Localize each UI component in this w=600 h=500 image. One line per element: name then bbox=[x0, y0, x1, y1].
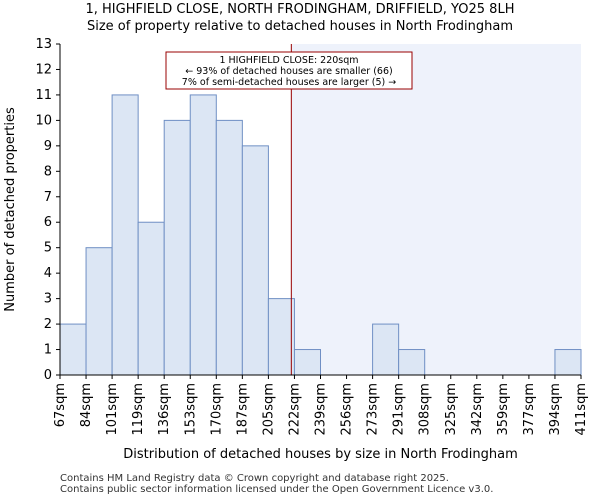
y-tick-label: 11 bbox=[35, 88, 52, 103]
x-tick-label: 67sqm bbox=[53, 383, 68, 427]
y-tick-label: 1 bbox=[44, 343, 52, 358]
x-tick-label: 325sqm bbox=[444, 383, 459, 436]
y-tick-label: 6 bbox=[44, 215, 52, 230]
y-tick-label: 13 bbox=[35, 37, 52, 52]
y-tick-label: 4 bbox=[44, 266, 52, 281]
x-tick-label: 187sqm bbox=[235, 383, 250, 436]
x-tick-label: 170sqm bbox=[209, 383, 224, 436]
histogram-bar bbox=[554, 349, 582, 376]
y-tick-label: 12 bbox=[35, 62, 52, 77]
x-axis-label: Distribution of detached houses by size … bbox=[123, 447, 518, 462]
x-tick-label: 205sqm bbox=[261, 383, 276, 436]
y-tick-label: 0 bbox=[44, 368, 52, 383]
x-tick-label: 101sqm bbox=[105, 383, 120, 436]
histogram-bar bbox=[189, 94, 217, 376]
x-tick-label: 153sqm bbox=[183, 383, 198, 436]
y-tick-label: 10 bbox=[35, 113, 52, 128]
y-tick-label: 7 bbox=[44, 190, 52, 205]
annotation-box: 1 HIGHFIELD CLOSE: 220sqm ← 93% of detac… bbox=[165, 51, 413, 90]
x-tick-label: 273sqm bbox=[366, 383, 381, 436]
y-tick-label: 2 bbox=[44, 317, 52, 332]
histogram-bar bbox=[85, 247, 113, 376]
y-tick-label: 5 bbox=[44, 241, 52, 256]
footer-licence: Contains public sector information licen… bbox=[60, 484, 494, 495]
annotation-line-1: 1 HIGHFIELD CLOSE: 220sqm bbox=[219, 55, 358, 66]
x-tick-label: 222sqm bbox=[287, 383, 302, 436]
histogram-bar bbox=[215, 119, 243, 376]
highlight-region bbox=[291, 44, 581, 375]
x-tick-label: 291sqm bbox=[392, 383, 407, 436]
histogram-bar bbox=[293, 349, 322, 376]
x-tick-label: 308sqm bbox=[418, 383, 433, 436]
annotation-line-2: ← 93% of detached houses are smaller (66… bbox=[185, 66, 392, 77]
histogram-bar bbox=[59, 323, 87, 376]
y-tick-label: 9 bbox=[44, 139, 52, 154]
footer-copyright: Contains HM Land Registry data © Crown c… bbox=[60, 473, 449, 484]
x-tick-label: 119sqm bbox=[131, 383, 146, 436]
annotation-frame bbox=[165, 51, 413, 90]
x-tick-label: 136sqm bbox=[157, 383, 172, 436]
x-tick-label: 377sqm bbox=[522, 383, 537, 436]
y-tick-label: 8 bbox=[44, 164, 52, 179]
y-tick-label: 3 bbox=[44, 292, 52, 307]
histogram-bar bbox=[137, 221, 165, 376]
x-tick-label: 256sqm bbox=[340, 383, 355, 436]
histogram-bar bbox=[372, 323, 400, 376]
histogram-bar bbox=[163, 119, 191, 376]
x-tick-label: 239sqm bbox=[314, 383, 329, 436]
x-tick-label: 394sqm bbox=[548, 383, 563, 436]
x-tick-label: 411sqm bbox=[574, 383, 589, 436]
histogram-bar bbox=[398, 349, 426, 376]
chart-subtitle: Size of property relative to detached ho… bbox=[86, 19, 514, 34]
x-tick-label: 84sqm bbox=[79, 383, 94, 427]
y-axis-label: Number of detached properties bbox=[3, 107, 18, 312]
histogram-bar bbox=[267, 298, 295, 376]
x-tick-label: 342sqm bbox=[470, 383, 485, 436]
annotation-line-3: 7% of semi-detached houses are larger (5… bbox=[182, 77, 396, 88]
histogram-bar bbox=[111, 94, 139, 376]
chart-title: 1, HIGHFIELD CLOSE, NORTH FRODINGHAM, DR… bbox=[85, 2, 515, 17]
x-tick-label: 359sqm bbox=[496, 383, 511, 436]
histogram-bar bbox=[241, 145, 269, 376]
